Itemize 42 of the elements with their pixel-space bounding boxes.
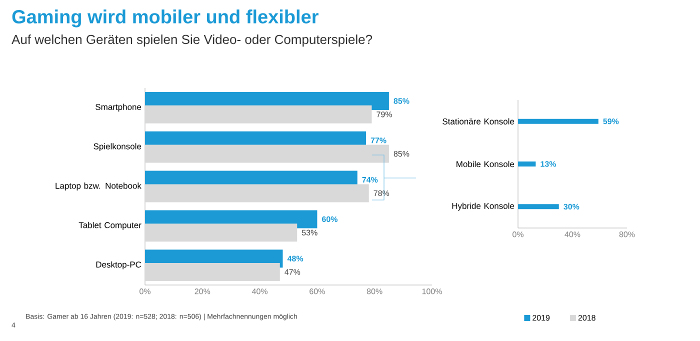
y-tick-label: Stationäre Konsole bbox=[442, 118, 514, 124]
bar bbox=[145, 224, 298, 242]
data-label: 30% bbox=[564, 204, 580, 210]
data-label: 77% bbox=[370, 138, 386, 144]
bar bbox=[145, 263, 280, 281]
data-label: 48% bbox=[287, 256, 304, 262]
bar bbox=[145, 144, 389, 163]
x-tick-label: 0% bbox=[512, 232, 524, 238]
chart-title: Gaming wird mobiler und flexibler bbox=[12, 10, 318, 28]
y-tick-label: Spielkonsole bbox=[94, 143, 142, 152]
x-tick-label: 0% bbox=[140, 288, 150, 294]
legend-label: 2018 bbox=[578, 314, 596, 321]
x-tick-label: 80% bbox=[619, 232, 635, 238]
data-label: 78% bbox=[374, 190, 390, 196]
bar bbox=[518, 118, 598, 124]
y-tick-label: Smartphone bbox=[96, 104, 142, 112]
bar bbox=[518, 162, 536, 167]
data-label: 13% bbox=[540, 161, 556, 167]
bar bbox=[145, 105, 372, 124]
bar bbox=[518, 204, 559, 210]
x-tick-label: 20% bbox=[194, 288, 210, 294]
data-label: 74% bbox=[362, 176, 378, 183]
data-label: 85% bbox=[394, 150, 410, 157]
y-tick-label: Mobile Konsole bbox=[456, 160, 514, 168]
y-tick-label: Tablet Computer bbox=[78, 222, 142, 230]
x-tick-label: 40% bbox=[564, 232, 580, 238]
x-tick-label: 60% bbox=[310, 288, 325, 294]
legend-label: 2019 bbox=[532, 314, 550, 321]
data-label: 60% bbox=[322, 216, 338, 222]
y-tick-label: Laptop bzw. Notebook bbox=[56, 182, 142, 190]
bar bbox=[145, 184, 369, 202]
y-tick-label: Hybride Konsole bbox=[452, 202, 514, 211]
data-label: 53% bbox=[302, 230, 318, 236]
chart-subtitle: Auf welchen Geräten spielen Sie Video- oder Computerspiele? bbox=[12, 34, 372, 47]
y-tick-label: Desktop-PC bbox=[96, 261, 142, 270]
x-tick-label: 100% bbox=[422, 288, 442, 294]
x-tick-label: 80% bbox=[366, 288, 382, 294]
data-label: 85% bbox=[394, 98, 410, 104]
data-label: 47% bbox=[284, 269, 300, 275]
x-tick-label: 40% bbox=[252, 288, 268, 294]
data-label: 59% bbox=[603, 118, 619, 124]
data-label: 79% bbox=[376, 112, 392, 118]
